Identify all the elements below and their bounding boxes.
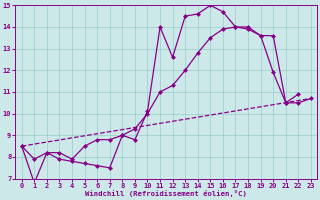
X-axis label: Windchill (Refroidissement éolien,°C): Windchill (Refroidissement éolien,°C) [85,190,247,197]
